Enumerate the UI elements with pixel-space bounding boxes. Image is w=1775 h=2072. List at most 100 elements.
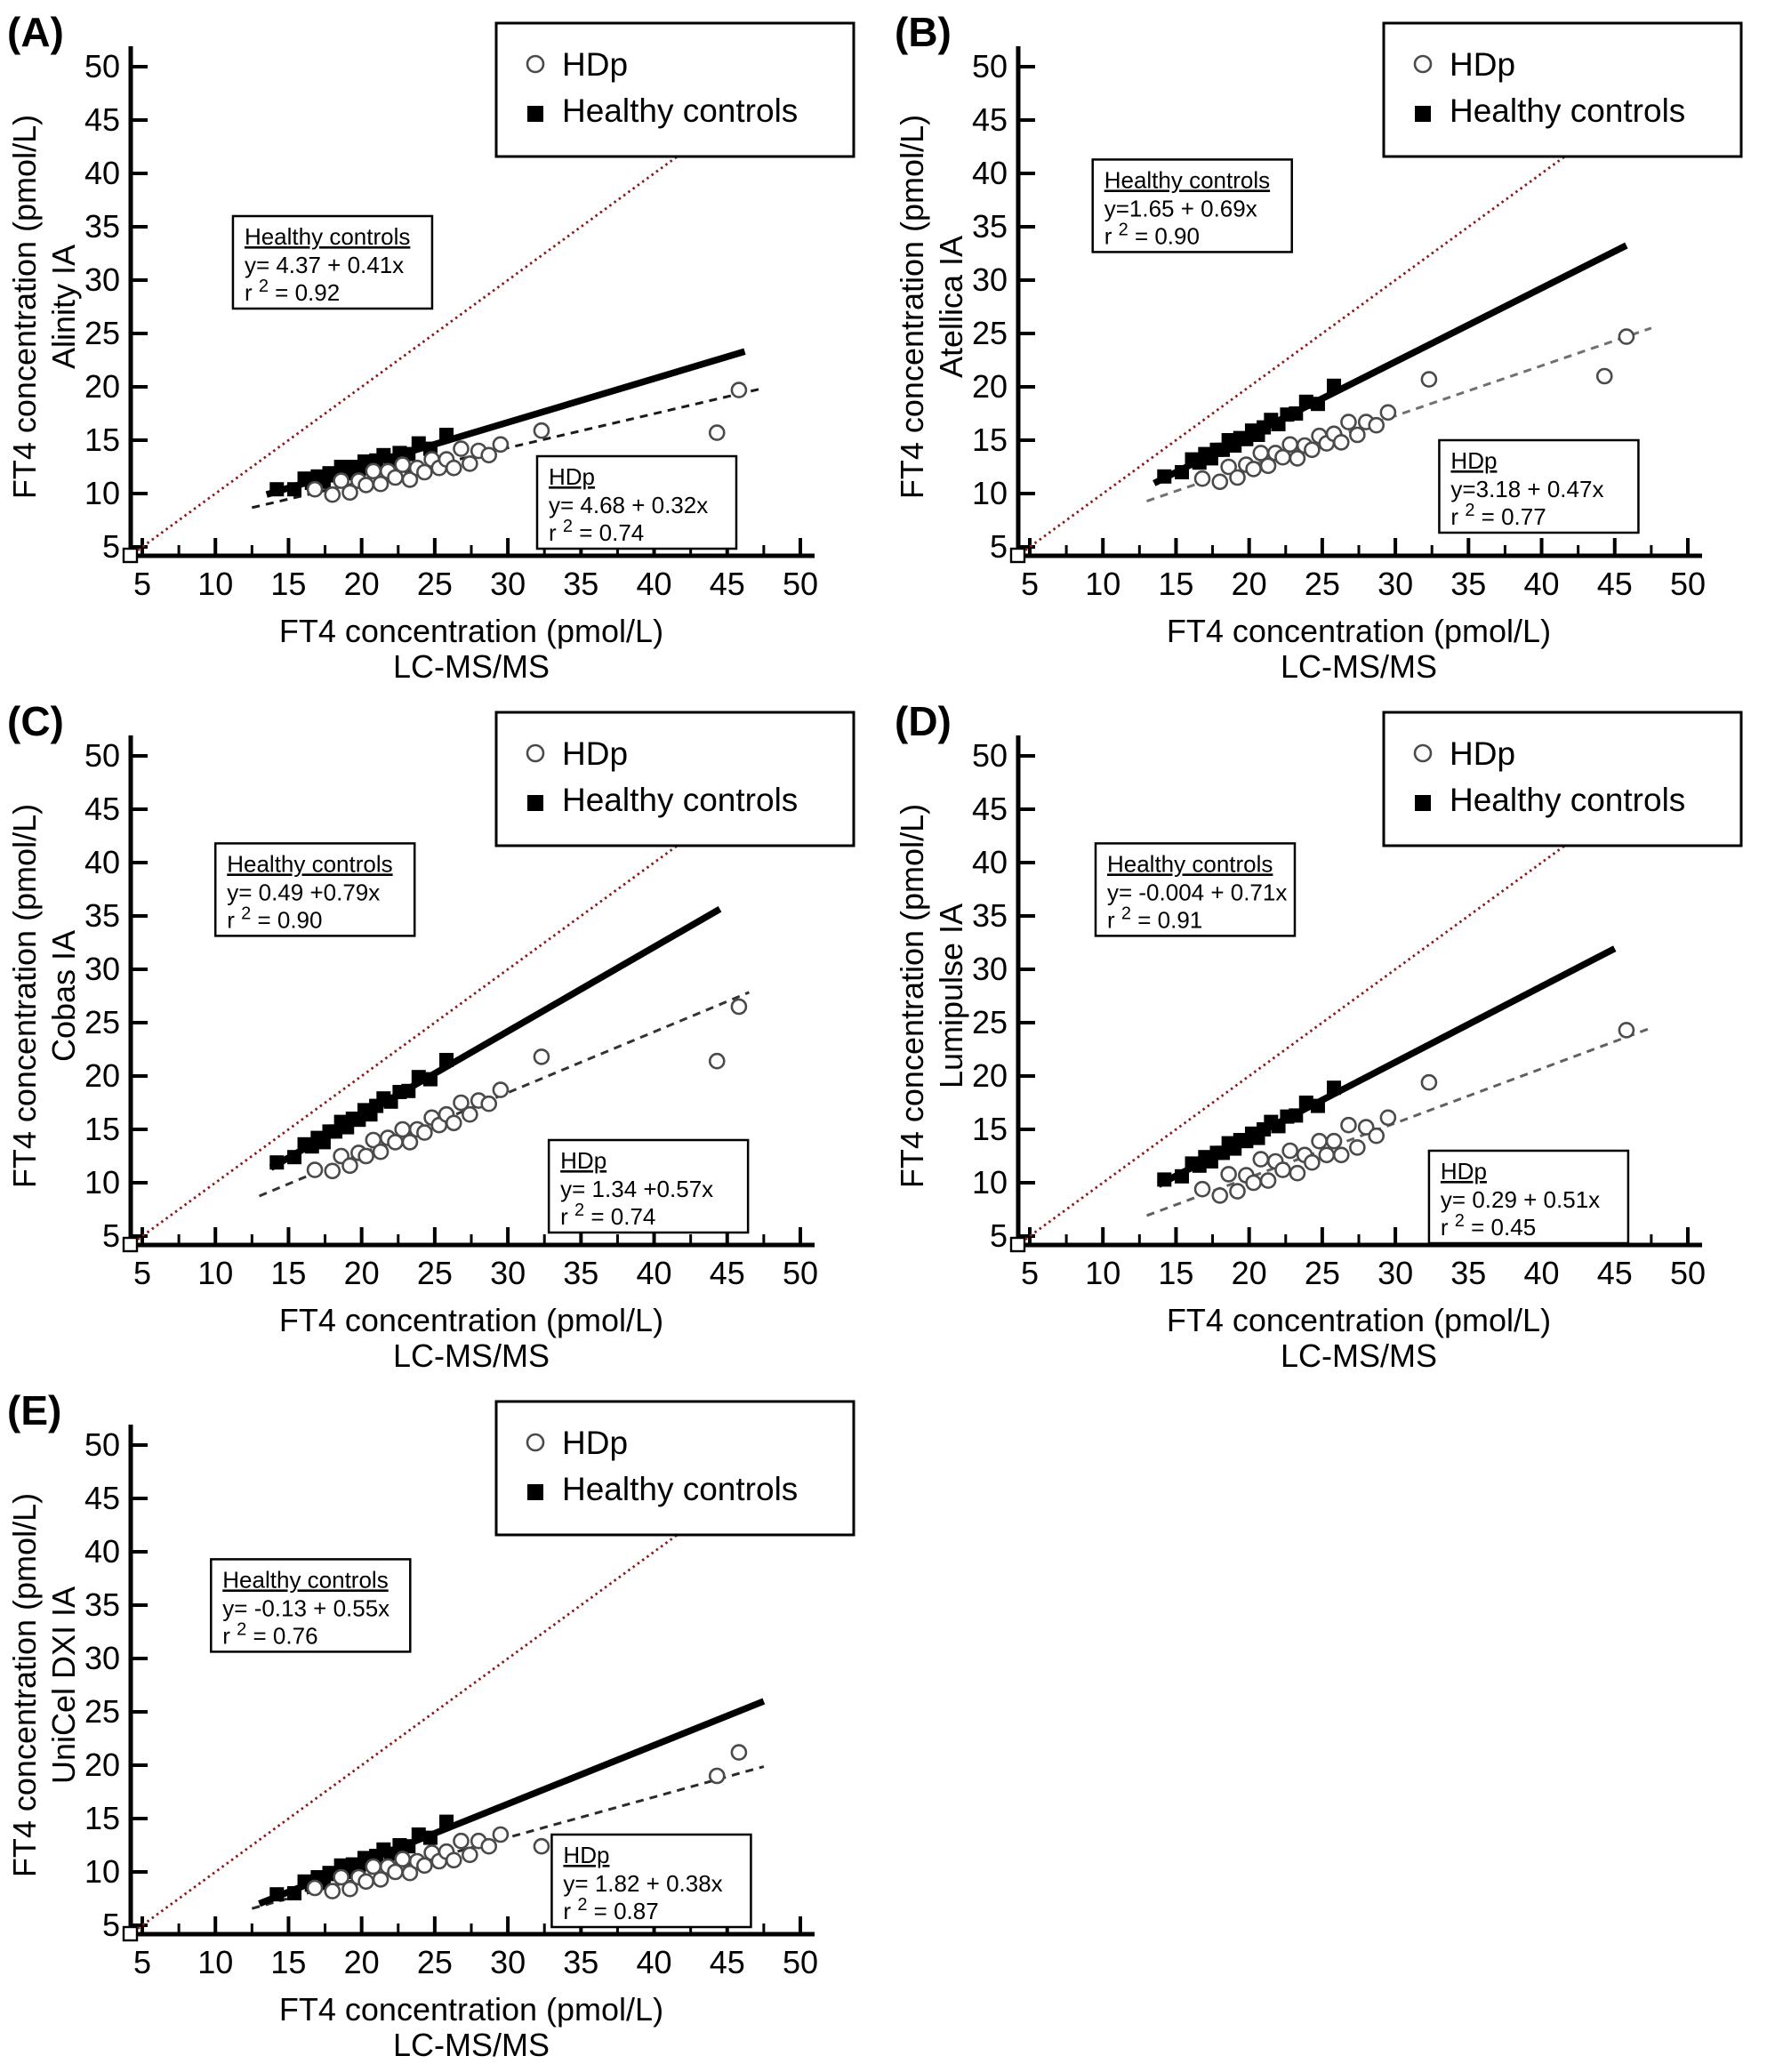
legend-open-circle-icon <box>526 743 545 763</box>
y-tick-label: 20 <box>972 368 1008 405</box>
hdp-point <box>730 1744 748 1761</box>
x-tick-label: 40 <box>637 1944 672 1980</box>
axis-corner-square <box>1009 1236 1026 1253</box>
hc-point <box>269 1887 285 1902</box>
hdp-point <box>1211 1187 1229 1204</box>
hdp-point <box>1193 470 1211 487</box>
hdp-point <box>416 1124 433 1141</box>
hdp-point <box>1281 436 1299 454</box>
hdp-point <box>1332 1146 1350 1164</box>
hc-equation-title: Healthy controls <box>227 850 392 877</box>
hdp-point <box>324 486 341 503</box>
hdp-point <box>533 1837 550 1855</box>
x-tick-label: 20 <box>344 1255 380 1291</box>
panel-letter: (B) <box>895 9 952 55</box>
y-axis-title: FT4 concentration (pmol/L) <box>6 115 43 499</box>
hdp-point <box>492 436 510 454</box>
hdp-point <box>1211 473 1229 491</box>
y-tick-label: 50 <box>972 737 1008 774</box>
hdp-point <box>453 440 470 457</box>
x-tick-label: 5 <box>1021 1255 1039 1291</box>
hdp-point <box>306 480 324 498</box>
legend-hc-label: Healthy controls <box>562 782 798 818</box>
y-axis-title: FT4 concentration (pmol/L) <box>894 804 930 1188</box>
hc-point <box>1327 378 1342 393</box>
hdp-point <box>372 475 390 493</box>
x-tick-label: 50 <box>783 566 818 602</box>
legend-filled-square-icon <box>527 1484 543 1500</box>
hc-point <box>1298 1096 1313 1110</box>
hc-point <box>269 482 285 497</box>
y-tick-label: 35 <box>972 897 1008 934</box>
axis-corner-square <box>122 547 139 564</box>
hdp-point <box>401 1134 419 1151</box>
x-axis-title: FT4 concentration (pmol/L) <box>1167 1302 1551 1338</box>
hdp-point <box>416 1857 433 1875</box>
legend-hc-label: Healthy controls <box>562 92 798 129</box>
x-axis-title: FT4 concentration (pmol/L) <box>1167 613 1551 649</box>
panel-plot-a: (A) 55 10 10 15 15 20 20 25 25 30 30 35 35 40 40 45 45 50 5… <box>6 9 855 685</box>
x-axis-subtitle: LC-MS/MS <box>393 1337 550 1374</box>
x-tick-label: 50 <box>1670 1255 1706 1291</box>
hc-equation-box <box>1091 158 1293 253</box>
hdp-point <box>1220 1166 1237 1183</box>
hc-point <box>439 428 454 442</box>
hc-point <box>439 1053 454 1067</box>
x-tick-label: 10 <box>1085 1255 1120 1291</box>
hdp-equation-title: HDp <box>1441 1158 1487 1185</box>
y-tick-label: 50 <box>84 737 120 774</box>
hdp-point <box>453 1094 470 1112</box>
x-tick-label: 5 <box>133 566 151 602</box>
legend-open-circle-icon <box>526 1433 545 1452</box>
hdp-point <box>1340 1116 1357 1134</box>
hdp-r2-line: r 2 = 0.74 <box>549 517 644 546</box>
hc-point <box>1310 1098 1325 1113</box>
hc-equation-line: y= 0.49 +0.79x <box>227 879 380 905</box>
hc-point <box>401 1083 416 1098</box>
hdp-point <box>1340 414 1357 430</box>
hc-point <box>411 1070 426 1085</box>
hdp-equation-line: y= 0.29 + 0.51x <box>1441 1186 1600 1213</box>
legend-filled-square-icon <box>527 106 543 122</box>
legend-box <box>494 1400 855 1537</box>
hc-r2-line: r 2 = 0.90 <box>1104 220 1200 249</box>
y-tick-label: 35 <box>972 208 1008 245</box>
x-tick-label: 30 <box>1377 1255 1413 1291</box>
hdp-point <box>394 1851 412 1867</box>
y-tick-label: 15 <box>84 422 120 458</box>
hdp-point <box>1368 416 1385 434</box>
x-tick-label: 35 <box>1450 566 1486 602</box>
y-tick-label: 20 <box>972 1057 1008 1094</box>
y-tick-label: 30 <box>84 951 120 987</box>
y-tick-label: 35 <box>84 1586 120 1623</box>
hc-point <box>439 1814 454 1829</box>
x-tick-label: 15 <box>270 1944 306 1980</box>
hdp-point <box>1220 458 1237 476</box>
y-axis-instrument-label: Alinity IA <box>45 245 82 369</box>
hc-r2-line: r 2 = 0.90 <box>227 903 322 933</box>
panel-letter: (D) <box>895 698 952 744</box>
hc-point <box>1175 1169 1190 1184</box>
y-axis-instrument-label: UniCel DXI IA <box>45 1586 82 1784</box>
hdp-point <box>357 1147 374 1165</box>
panel-plot-d: (D) 55 10 10 15 15 20 20 25 25 30 30 35 35 40 40 45 45 50 5… <box>894 698 1743 1374</box>
hdp-point <box>394 456 412 473</box>
y-tick-label: 15 <box>84 1111 120 1147</box>
hc-point <box>287 1886 302 1900</box>
hc-point <box>1157 469 1172 484</box>
panel-c: (C) 5 5 10 10 15 15 20 20 25 25 30 30 35 35 40 40 45 45 50 5… <box>0 689 888 1378</box>
hdp-point <box>730 381 748 398</box>
hc-point <box>1310 397 1325 412</box>
hdp-point <box>492 1081 510 1098</box>
legend-box <box>494 711 855 847</box>
hdp-point <box>1332 434 1350 451</box>
y-axis-instrument-label: Cobas IA <box>45 930 82 1062</box>
legend-hdp-label: HDp <box>1450 735 1515 772</box>
hdp-equation-line: y= 4.68 + 0.32x <box>549 492 708 518</box>
hdp-point <box>445 1114 462 1132</box>
x-tick-label: 15 <box>270 1255 306 1291</box>
hdp-point <box>324 1162 341 1180</box>
panel-a: (A) 5 5 10 10 15 15 20 20 25 25 30 30 35 35 40 40 45 45 50 5… <box>0 0 888 689</box>
hdp-point <box>324 1883 341 1899</box>
